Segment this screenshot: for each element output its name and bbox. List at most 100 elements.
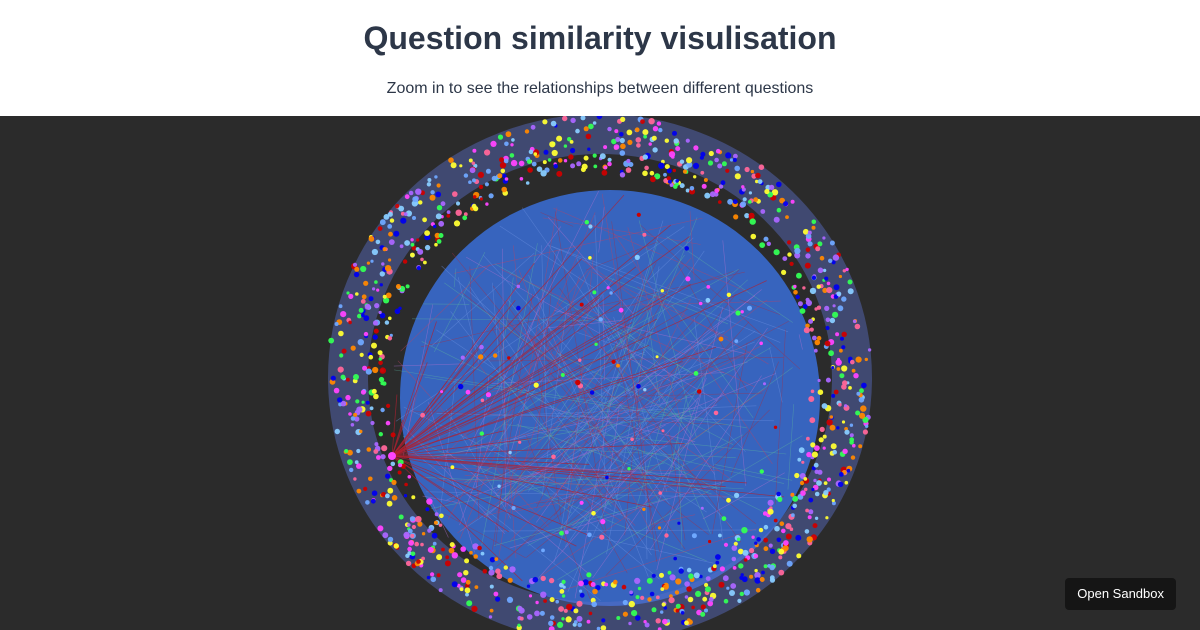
graph-node <box>692 162 700 169</box>
graph-node <box>576 161 582 167</box>
graph-node <box>354 460 359 465</box>
graph-node <box>663 606 668 610</box>
graph-edge <box>391 224 672 457</box>
graph-node <box>452 191 458 197</box>
graph-edge <box>655 389 682 402</box>
graph-node <box>707 160 714 166</box>
graph-node <box>497 134 504 140</box>
graph-node <box>425 507 430 512</box>
graph-node <box>418 200 423 205</box>
graph-node <box>540 170 547 177</box>
graph-edge <box>554 211 607 533</box>
graph-node <box>796 553 802 559</box>
graph-edge <box>457 277 480 363</box>
graph-node <box>328 337 335 344</box>
graph-node <box>655 618 661 624</box>
graph-node <box>350 345 356 351</box>
graph-node <box>471 161 475 165</box>
graph-node <box>478 354 484 360</box>
graph-edge <box>787 404 795 490</box>
graph-node <box>643 388 647 392</box>
graph-node <box>599 534 605 540</box>
graph-node <box>648 142 652 146</box>
graph-node <box>488 569 495 576</box>
graph-node <box>622 599 628 606</box>
graph-node <box>642 154 648 160</box>
graph-node <box>849 440 854 445</box>
graph-node <box>504 177 509 181</box>
graph-node <box>789 261 794 266</box>
graph-edge <box>739 299 781 316</box>
graph-edge <box>516 338 639 480</box>
graph-node <box>741 527 748 534</box>
graph-node <box>755 587 761 593</box>
graph-edge <box>436 329 707 513</box>
graph-node <box>395 203 400 209</box>
graph-node <box>369 406 374 411</box>
graph-node <box>399 244 404 249</box>
graph-node <box>696 389 702 394</box>
graph-node <box>378 357 382 361</box>
graph-node <box>684 246 689 251</box>
network-graph[interactable] <box>0 116 1200 630</box>
graph-node <box>374 280 378 284</box>
graph-node <box>511 138 515 142</box>
graph-node <box>737 598 742 603</box>
graph-node <box>797 457 802 462</box>
graph-edge <box>774 329 786 505</box>
graph-node <box>808 509 814 515</box>
graph-node <box>822 446 826 450</box>
graph-node <box>450 465 455 470</box>
graph-edge <box>769 347 783 403</box>
graph-node <box>660 587 665 591</box>
graph-node <box>675 182 679 187</box>
graph-node <box>350 423 355 427</box>
graph-node <box>379 283 383 287</box>
graph-node <box>778 569 785 576</box>
graph-edge <box>499 279 748 503</box>
graph-node <box>603 165 608 170</box>
graph-node <box>588 224 593 229</box>
graph-node <box>646 577 653 584</box>
graph-node <box>340 374 346 380</box>
graph-node <box>543 149 549 155</box>
graph-node <box>468 180 472 184</box>
graph-node <box>591 511 596 516</box>
graph-node <box>550 120 557 127</box>
graph-canvas[interactable]: Open Sandbox <box>0 116 1200 630</box>
graph-node <box>778 555 783 560</box>
graph-node <box>472 195 477 199</box>
graph-edge <box>496 373 777 491</box>
open-sandbox-button[interactable]: Open Sandbox <box>1065 578 1176 610</box>
graph-node <box>620 143 626 150</box>
graph-node <box>845 267 849 272</box>
graph-node <box>563 608 568 613</box>
graph-nodes[interactable] <box>328 116 872 630</box>
graph-node <box>493 591 499 597</box>
graph-edge <box>496 486 595 567</box>
graph-node <box>570 147 576 154</box>
graph-node <box>377 525 384 532</box>
graph-node <box>493 353 498 358</box>
graph-node <box>590 582 596 587</box>
graph-node <box>373 449 379 454</box>
graph-node <box>810 389 815 394</box>
graph-node <box>816 284 821 289</box>
graph-node <box>408 190 414 196</box>
graph-edge <box>391 300 516 457</box>
graph-node <box>813 478 817 483</box>
graph-edge <box>434 251 486 353</box>
graph-node <box>723 598 729 604</box>
graph-node <box>652 147 658 153</box>
graph-node <box>559 582 564 588</box>
graph-node <box>559 589 565 594</box>
graph-node <box>755 172 761 179</box>
graph-node <box>672 168 676 173</box>
graph-node <box>830 443 837 450</box>
graph-node <box>825 325 830 331</box>
graph-node <box>354 266 360 272</box>
graph-node <box>859 412 866 419</box>
graph-node <box>644 622 650 628</box>
graph-node <box>738 563 744 569</box>
graph-node <box>686 157 693 164</box>
